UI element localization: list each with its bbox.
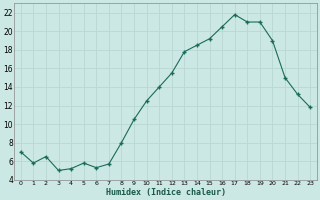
X-axis label: Humidex (Indice chaleur): Humidex (Indice chaleur) (106, 188, 226, 197)
